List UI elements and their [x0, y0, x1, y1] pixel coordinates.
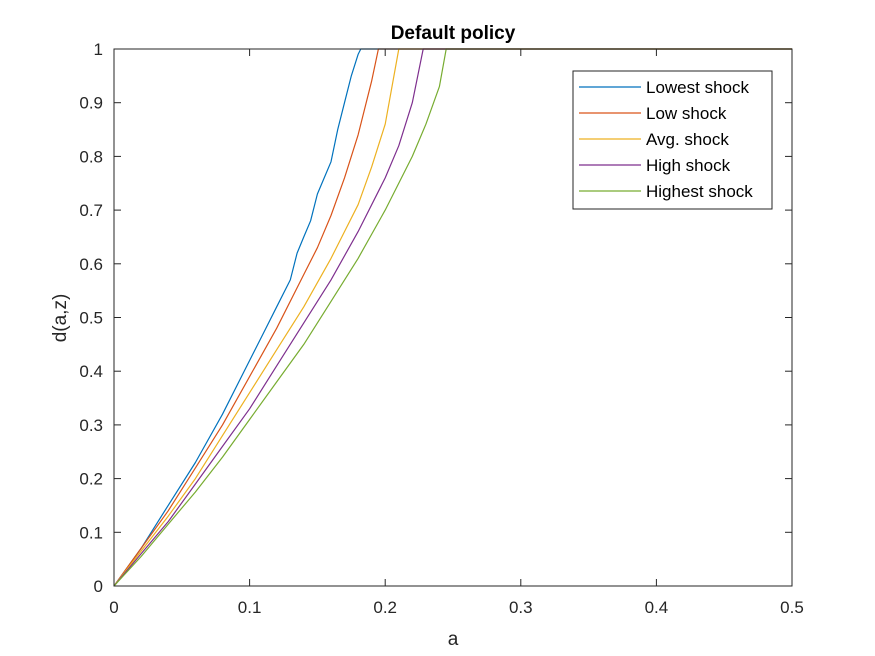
y-tick-label: 0.1: [79, 523, 103, 542]
chart-title: Default policy: [391, 23, 516, 44]
legend: Lowest shock Low shock Avg. shock High shoc…: [572, 70, 773, 210]
series-layer: [113, 48, 792, 587]
legend-entry-label: High shock: [646, 156, 731, 175]
y-tick-label: 0: [94, 577, 103, 596]
y-tick-label: 1: [94, 40, 103, 59]
legend-entry-label: Highest shock: [646, 182, 753, 201]
y-axis-label: d(a,z): [50, 294, 71, 343]
y-tick-label: 0.3: [79, 416, 103, 435]
x-tick-label: 0: [109, 598, 118, 617]
y-tick-label: 0.8: [79, 147, 103, 166]
series-line-avg-shock: [113, 48, 792, 587]
series-line-lowest-shock: [113, 48, 792, 587]
x-tick-label: 0.3: [509, 598, 533, 617]
y-tick-label: 0.2: [79, 470, 103, 489]
legend-entry-label: Low shock: [646, 104, 727, 123]
y-tick-label: 0.6: [79, 255, 103, 274]
y-tick-label: 0.9: [79, 94, 103, 113]
legend-entry-label: Avg. shock: [646, 130, 729, 149]
y-tick-label: 0.4: [79, 362, 103, 381]
y-tick-label: 0.7: [79, 201, 103, 220]
y-tick-label: 0.5: [79, 309, 103, 328]
x-tick-label: 0.4: [645, 598, 669, 617]
x-tick-label: 0.5: [780, 598, 804, 617]
x-tick-label: 0.1: [238, 598, 262, 617]
series-line-high-shock: [113, 48, 792, 587]
legend-entry-label: Lowest shock: [646, 78, 749, 97]
x-tick-label: 0.2: [373, 598, 397, 617]
x-axis-label: a: [448, 629, 459, 650]
ticks-layer: 0 0.1 0.2 0.3 0.4 0.5 0 0.1 0.2 0.3 0.4 0.5 0.6 0.7 0.…: [79, 40, 803, 617]
legend-box: [572, 70, 773, 210]
series-line-low-shock: [113, 48, 792, 587]
series-line-highest-shock: [113, 48, 792, 587]
